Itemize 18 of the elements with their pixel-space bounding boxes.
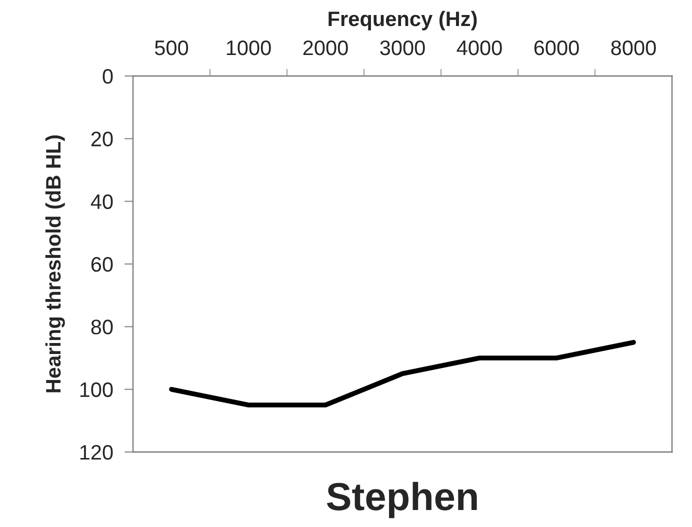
text: Stephen (326, 482, 477, 518)
y-tick-label: 40 (90, 194, 113, 210)
x-tick-label: 1000 (226, 40, 271, 56)
x-tick-label: 2000 (303, 40, 348, 56)
y-tick-label: 0 (102, 69, 113, 84)
y-tick-label: 80 (91, 320, 113, 334)
y-axis-title: Hearing threshold (dB HL) (45, 135, 65, 392)
x-tick-label: 6000 (534, 40, 579, 56)
x-tick-label: 8000 (611, 40, 656, 56)
y-tick-label: 120 (80, 445, 113, 460)
x-tick-label: 500 (154, 40, 188, 56)
y-tick-label: 60 (91, 257, 113, 272)
x-tick-label: 3000 (380, 40, 425, 56)
x-axis-title: Frequency (Hz) (328, 10, 477, 30)
y-tick-label: 20 (91, 132, 113, 146)
line-series (169, 340, 636, 408)
y-tick-label: 100 (80, 382, 113, 398)
x-tick-label: 4000 (456, 40, 502, 56)
